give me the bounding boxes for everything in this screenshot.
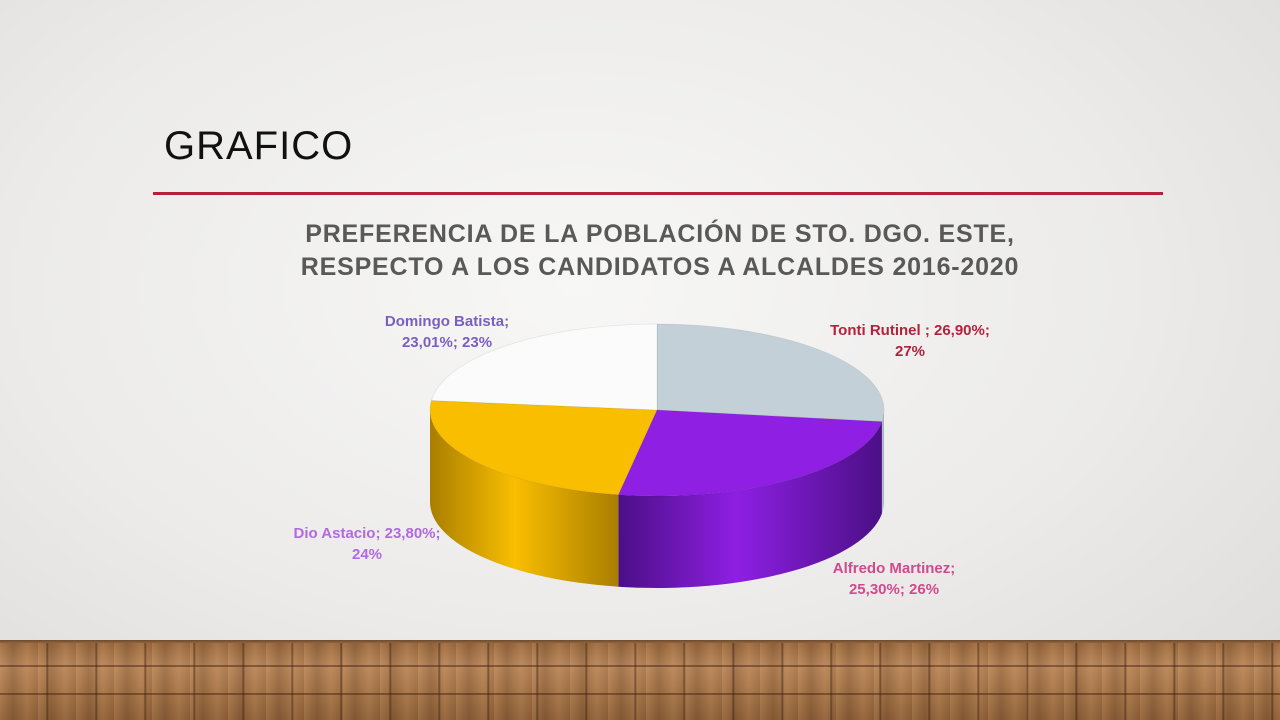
slice-label-dio-astacio: Dio Astacio; 23,80%; 24%: [252, 523, 482, 565]
floor-board-seam: [0, 665, 1280, 667]
chart-title-line-2: RESPECTO A LOS CANDIDATOS A ALCALDES 201…: [300, 253, 1020, 281]
slice-label-dio-astacio-line-2: 24%: [351, 546, 383, 563]
pie-slice-tonti-rutinel: [656, 323, 885, 423]
slice-label-domingo-batista: Domingo Batista; 23,01%; 23%: [332, 311, 562, 353]
pie-side-alfredo-martinez: [618, 421, 882, 589]
pie-side-dio-astacio: [430, 410, 619, 587]
pie-slice-dio-astacio: [429, 400, 658, 496]
chart-title-line-1: PREFERENCIA DE LA POBLACIÓN DE STO. DGO.…: [305, 220, 1015, 248]
slice-label-alfredo-martinez-line-1: Alfredo Martinez;: [832, 560, 956, 577]
slice-label-tonti-rutinel: Tonti Rutinel ; 26,90%; 27%: [795, 320, 1025, 362]
slice-label-dio-astacio-line-1: Dio Astacio; 23,80%;: [293, 525, 441, 542]
slide-title: GRAFICO: [164, 124, 354, 168]
slice-label-alfredo-martinez: Alfredo Martinez; 25,30%; 26%: [779, 558, 1009, 600]
title-divider: [153, 192, 1163, 195]
pie-side-tonti-rutinel: [881, 410, 884, 514]
slice-label-domingo-batista-line-2: 23,01%; 23%: [401, 334, 493, 351]
pie-slice-alfredo-martinez: [617, 409, 883, 497]
slice-label-domingo-batista-line-1: Domingo Batista;: [384, 313, 510, 330]
floor-board-seam: [0, 693, 1280, 695]
wooden-floor: [0, 643, 1280, 720]
slice-label-alfredo-martinez-line-2: 25,30%; 26%: [848, 581, 940, 598]
slice-label-tonti-rutinel-line-2: 27%: [894, 343, 926, 360]
slice-label-tonti-rutinel-line-1: Tonti Rutinel ; 26,90%;: [830, 322, 990, 339]
baseboard: [0, 640, 1280, 644]
pie-slice-domingo-batista: [430, 323, 658, 411]
